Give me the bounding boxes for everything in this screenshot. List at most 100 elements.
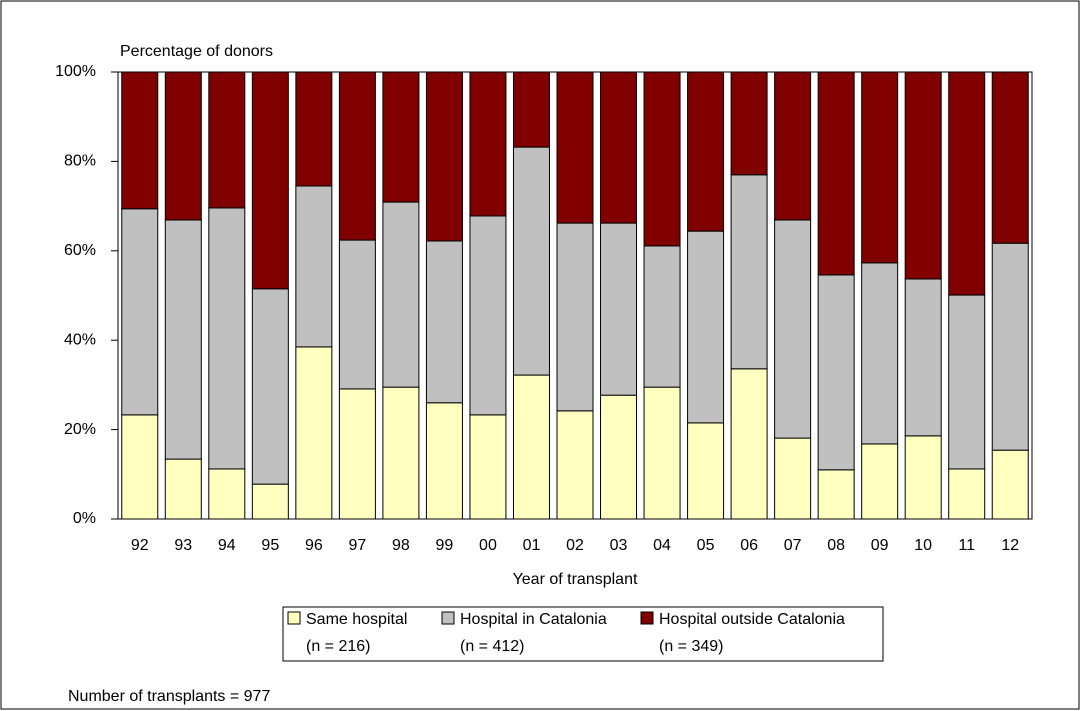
legend-count: (n = 349) (659, 638, 723, 655)
x-tick-label: 11 (958, 537, 975, 554)
bar-segment (295, 185, 333, 348)
bar-segment (251, 288, 289, 485)
bar-segment (556, 410, 594, 520)
legend-box (282, 606, 884, 662)
x-tick-label: 96 (305, 537, 323, 554)
bar-segment (295, 346, 333, 520)
x-tick-label: 99 (436, 537, 454, 554)
y-tick-label: 40% (64, 331, 96, 348)
bar-segment (730, 368, 768, 520)
bar-segment (338, 71, 376, 241)
bar-segment (991, 71, 1029, 244)
bar-segment (164, 458, 202, 520)
bar-segment (991, 242, 1029, 451)
x-tick-label: 09 (871, 537, 889, 554)
x-tick-label: 93 (174, 537, 192, 554)
y-tick-label: 60% (64, 242, 96, 259)
bar-segment (817, 274, 855, 471)
bar-segment (948, 294, 986, 470)
bar-segment (469, 414, 507, 520)
bar-segment (948, 71, 986, 296)
bar-segment (556, 222, 594, 412)
bar-segment (861, 443, 899, 520)
bar-segment (382, 386, 420, 520)
bar-segment (469, 215, 507, 416)
x-tick-label: 12 (1001, 537, 1019, 554)
bar-segment (208, 468, 246, 520)
x-tick-label: 10 (914, 537, 932, 554)
bar-segment (208, 71, 246, 209)
y-tick-label: 0% (73, 510, 96, 527)
bar-segment (687, 422, 725, 520)
bar-segment (643, 386, 681, 520)
x-axis-label: Year of transplant (513, 571, 638, 588)
x-tick-label: 97 (348, 537, 366, 554)
bar-segment (774, 71, 812, 221)
x-tick-label: 01 (523, 537, 541, 554)
bar-segment (643, 245, 681, 388)
bar-segment (730, 174, 768, 370)
bar-segment (817, 469, 855, 520)
bar-segment (512, 146, 550, 376)
bar-segment (425, 240, 463, 404)
legend-count: (n = 216) (306, 638, 370, 655)
y-tick-label: 100% (55, 63, 96, 80)
x-tick-label: 07 (784, 537, 802, 554)
bar-segment (338, 388, 376, 520)
bar-segment (164, 219, 202, 460)
y-tick-label: 80% (64, 153, 96, 170)
bar-segment (948, 468, 986, 520)
bar-segment (774, 437, 812, 520)
bar-segment (121, 414, 159, 520)
bar-segment (295, 71, 333, 187)
bar-segment (904, 71, 942, 280)
bar-segment (687, 71, 725, 232)
bar-segment (469, 71, 507, 217)
bar-segment (121, 71, 159, 210)
x-tick-label: 03 (610, 537, 628, 554)
bar-segment (512, 374, 550, 520)
bar-segment (425, 402, 463, 520)
bar-segment (861, 262, 899, 445)
legend-label: Hospital outside Catalonia (659, 611, 845, 628)
legend-swatch (640, 611, 654, 625)
legend-label: Hospital in Catalonia (460, 611, 607, 628)
bar-segment (208, 207, 246, 470)
bar-segment (338, 239, 376, 390)
x-tick-label: 94 (218, 537, 236, 554)
bar-segment (600, 71, 638, 224)
bar-segment (687, 230, 725, 424)
x-tick-label: 00 (479, 537, 497, 554)
x-tick-label: 92 (131, 537, 149, 554)
bar-segment (425, 71, 463, 242)
bar-segment (730, 71, 768, 176)
x-tick-label: 98 (392, 537, 410, 554)
bar-segment (991, 449, 1029, 520)
bar-segment (600, 394, 638, 520)
bar-segment (251, 483, 289, 520)
bar-segment (643, 71, 681, 247)
bar-segment (382, 71, 420, 203)
legend-count: (n = 412) (460, 638, 524, 655)
bar-segment (121, 208, 159, 416)
legend-label: Same hospital (306, 611, 407, 628)
x-tick-label: 02 (566, 537, 584, 554)
legend-swatch (287, 611, 301, 625)
bar-segment (512, 71, 550, 148)
plot-frame (117, 71, 1033, 520)
bar-segment (164, 71, 202, 221)
x-tick-label: 04 (653, 537, 671, 554)
bar-segment (251, 71, 289, 290)
x-tick-label: 05 (697, 537, 715, 554)
y-tick-label: 20% (64, 421, 96, 438)
bar-segment (382, 201, 420, 388)
y-axis-label: Percentage of donors (120, 43, 273, 60)
bar-segment (861, 71, 899, 264)
bar-segment (556, 71, 594, 224)
x-tick-label: 06 (740, 537, 758, 554)
bar-segment (817, 71, 855, 276)
bar-segment (904, 278, 942, 437)
footnote: Number of transplants = 977 (68, 688, 270, 705)
